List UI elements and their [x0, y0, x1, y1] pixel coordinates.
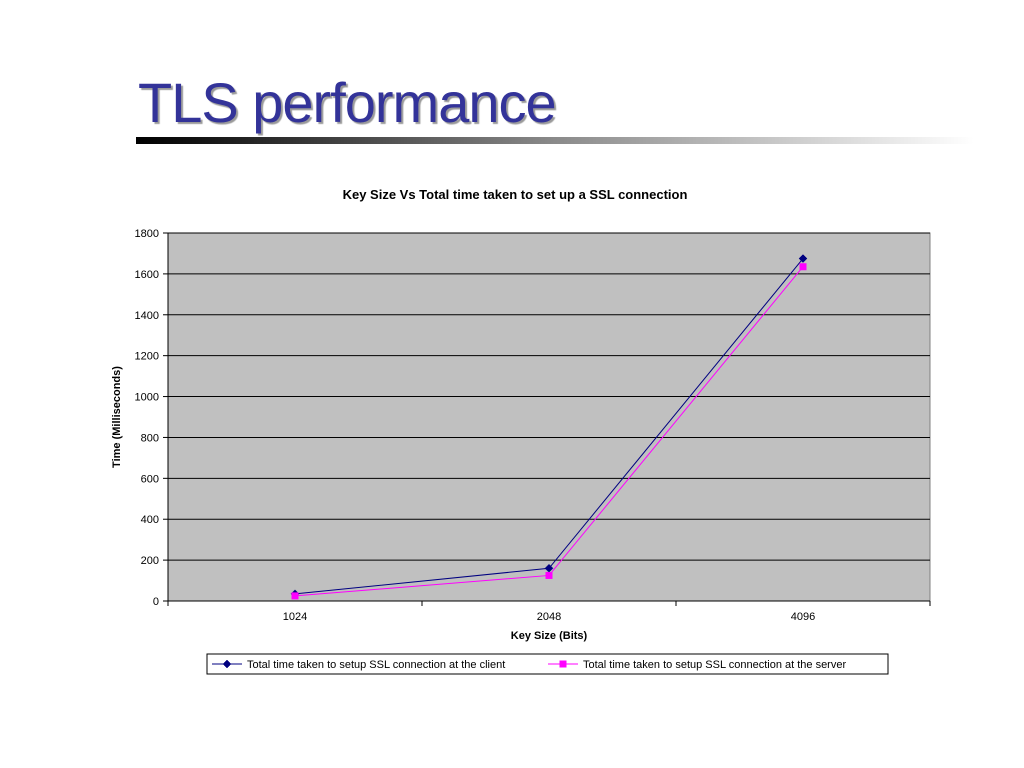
axes [163, 232, 931, 606]
x-axis-title: Key Size (Bits) [511, 630, 588, 642]
series-layer [290, 254, 808, 600]
y-tick-label: 400 [141, 514, 159, 526]
legend-swatch-marker [559, 660, 567, 668]
y-tick-label: 1600 [135, 269, 159, 281]
legend-entry: Total time taken to setup SSL connection… [548, 659, 846, 671]
x-tick-label: 2048 [537, 611, 561, 623]
data-point [798, 254, 808, 263]
data-point [545, 571, 553, 579]
x-tick-label: 4096 [791, 611, 815, 623]
legend-box [206, 653, 889, 675]
grid-lines [168, 232, 930, 561]
y-axis-title: Time (Milliseconds) [111, 366, 123, 468]
y-tick-label: 0 [153, 596, 159, 608]
y-tick-label: 600 [141, 473, 159, 485]
x-tick-label: 1024 [283, 611, 307, 623]
series-server [291, 263, 807, 600]
y-tick-labels: 0 200 400 600 800 1000 1200 1400 1600 1800 [135, 228, 159, 608]
slide-title: TLS performance [138, 71, 557, 134]
title-underline [136, 137, 974, 144]
legend-label: Total time taken to setup SSL connection… [247, 659, 505, 671]
data-point [799, 263, 807, 271]
plot-area [167, 232, 931, 602]
legend-swatch-marker [222, 659, 232, 669]
y-tick-label: 1400 [135, 310, 159, 322]
y-tick-label: 1200 [135, 351, 159, 363]
legend-entry: Total time taken to setup SSL connection… [212, 659, 505, 671]
y-tick-label: 1000 [135, 392, 159, 404]
x-tick-labels: 1024 2048 4096 [283, 611, 815, 623]
y-tick-label: 200 [141, 555, 159, 567]
y-tick-label: 1800 [135, 228, 159, 240]
y-tick-label: 800 [141, 432, 159, 444]
legend: Total time taken to setup SSL connection… [206, 653, 889, 675]
legend-label: Total time taken to setup SSL connection… [583, 659, 846, 671]
data-point [291, 592, 299, 600]
chart-title: Key Size Vs Total time taken to set up a… [343, 187, 688, 202]
